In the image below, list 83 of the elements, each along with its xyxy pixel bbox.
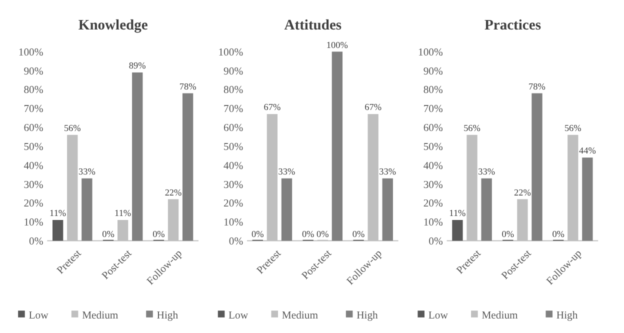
data-label: 0% — [552, 228, 565, 239]
y-tick-label: 10% — [224, 218, 244, 229]
y-tick-label: 0% — [428, 236, 444, 248]
bar — [82, 178, 92, 241]
y-tick-label: 50% — [224, 142, 244, 153]
data-label: 11% — [50, 208, 66, 218]
bar — [481, 178, 492, 241]
legend-label: Low — [228, 310, 248, 322]
data-label: 56% — [64, 122, 82, 133]
data-label: 33% — [478, 166, 496, 176]
legend-label: High — [156, 310, 179, 322]
y-tick-label: 40% — [423, 160, 444, 172]
legend-label: High — [356, 310, 379, 322]
y-tick-label: 40% — [224, 160, 244, 172]
data-label: 56% — [564, 122, 582, 133]
y-tick-label: 70% — [24, 104, 44, 116]
data-label: 11% — [114, 208, 132, 218]
data-label: 11% — [449, 208, 466, 218]
y-tick-label: 30% — [24, 180, 44, 191]
y-tick-label: 80% — [224, 85, 244, 96]
y-tick-label: 0% — [29, 236, 44, 248]
y-tick-label: 90% — [423, 66, 444, 78]
y-tick-label: 70% — [224, 104, 244, 116]
data-label: 0% — [102, 228, 115, 239]
legend-label: Medium — [282, 310, 319, 322]
bar — [582, 158, 593, 241]
y-tick-label: 30% — [423, 180, 444, 191]
y-tick-label: 30% — [224, 180, 244, 191]
data-label: 0% — [316, 228, 330, 239]
data-label: 44% — [579, 146, 596, 156]
data-label: 22% — [164, 187, 182, 198]
y-tick-label: 0% — [228, 236, 244, 248]
legend-label: Medium — [82, 310, 119, 322]
data-label: 22% — [514, 187, 532, 198]
legend-label: Low — [28, 310, 49, 322]
data-label: 0% — [502, 228, 514, 239]
data-label: 33% — [278, 166, 296, 176]
chart-title: Practices — [484, 17, 542, 34]
y-tick-label: 100% — [418, 47, 444, 58]
data-label: 0% — [352, 228, 365, 239]
data-label: 0% — [152, 228, 166, 239]
y-tick-label: 90% — [24, 66, 44, 78]
data-label: 33% — [78, 166, 96, 176]
bar — [382, 178, 393, 241]
data-label: 78% — [179, 81, 197, 92]
y-tick-label: 20% — [224, 198, 244, 210]
y-tick-label: 10% — [423, 218, 444, 229]
legend-label: Low — [428, 310, 448, 322]
y-tick-label: 60% — [224, 123, 244, 134]
bar — [332, 52, 343, 241]
data-label: 0% — [252, 228, 264, 239]
bar — [182, 93, 194, 241]
y-tick-label: 80% — [423, 85, 444, 96]
y-tick-label: 80% — [24, 85, 44, 96]
data-label: 56% — [464, 122, 481, 133]
bar — [281, 178, 292, 241]
data-label: 0% — [302, 228, 315, 239]
chart-title: Knowledge — [78, 17, 148, 34]
y-tick-label: 100% — [218, 47, 244, 58]
y-tick-label: 70% — [423, 104, 444, 116]
y-tick-label: 60% — [24, 123, 44, 134]
y-tick-label: 50% — [24, 142, 44, 153]
y-tick-label: 10% — [24, 218, 44, 229]
bar — [132, 72, 143, 241]
data-label: 89% — [128, 60, 146, 71]
data-label: 33% — [379, 166, 396, 176]
legend-label: High — [556, 310, 578, 322]
y-tick-label: 20% — [24, 198, 44, 210]
bar — [532, 93, 542, 241]
bar — [452, 220, 463, 241]
y-tick-label: 40% — [24, 160, 44, 172]
y-tick-label: 60% — [423, 123, 444, 134]
y-tick-label: 50% — [423, 142, 444, 153]
data-label: 67% — [264, 102, 281, 112]
y-tick-label: 90% — [224, 66, 244, 78]
data-label: 78% — [528, 81, 546, 92]
y-tick-label: 20% — [423, 198, 444, 210]
y-tick-label: 100% — [18, 47, 44, 58]
data-label: 67% — [364, 102, 382, 112]
legend-label: Medium — [482, 310, 519, 322]
chart-title: Attitudes — [284, 17, 342, 34]
bar — [52, 220, 64, 241]
data-label: 100% — [326, 40, 348, 50]
